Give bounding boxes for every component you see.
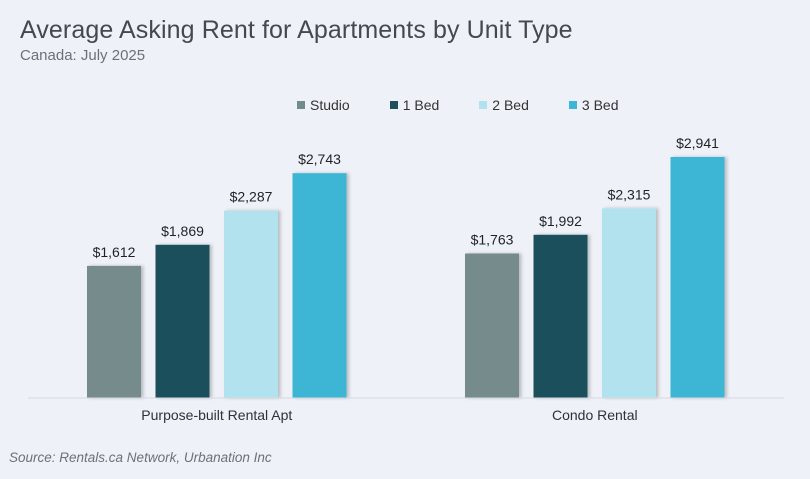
legend-label: 2 Bed xyxy=(492,97,529,113)
source-note: Source: Rentals.ca Network, Urbanation I… xyxy=(9,450,272,465)
bar-purpose-built-rental-apt-studio xyxy=(87,265,141,398)
legend-swatch xyxy=(297,101,305,109)
data-label: $2,315 xyxy=(608,186,651,202)
data-label: $1,612 xyxy=(93,244,136,260)
legend-label: 1 Bed xyxy=(402,97,440,113)
bar-condo-rental-2-bed xyxy=(602,208,656,398)
legend-item-studio: Studio xyxy=(297,97,350,113)
bar-purpose-built-rental-apt-3-bed xyxy=(292,173,347,398)
data-label: $1,763 xyxy=(471,232,514,248)
data-label: $1,992 xyxy=(539,213,582,229)
chart-subtitle: Canada: July 2025 xyxy=(20,47,146,64)
x-tick-label: Condo Rental xyxy=(552,407,638,423)
legend-label: 3 Bed xyxy=(581,97,619,113)
bar-purpose-built-rental-apt-1-bed xyxy=(155,244,210,398)
bar-purpose-built-rental-apt-2-bed xyxy=(224,210,278,398)
data-label: $2,287 xyxy=(230,189,273,205)
legend-label: Studio xyxy=(310,97,350,113)
legend-item-2-bed: 2 Bed xyxy=(479,97,529,113)
data-label: $2,743 xyxy=(298,151,341,167)
legend: Studio 1 Bed 2 Bed 3 Bed xyxy=(297,97,658,113)
bar-condo-rental-studio xyxy=(465,253,519,398)
data-label: $2,941 xyxy=(676,135,719,151)
bar-condo-rental-3-bed xyxy=(670,157,725,398)
legend-swatch xyxy=(568,101,577,109)
bar-condo-rental-1-bed xyxy=(533,234,588,398)
legend-swatch xyxy=(389,101,398,109)
legend-swatch xyxy=(479,101,488,109)
data-label: $1,869 xyxy=(161,223,204,239)
legend-item-3-bed: 3 Bed xyxy=(568,97,619,113)
x-tick-label: Purpose-built Rental Apt xyxy=(141,407,292,423)
chart-title: Average Asking Rent for Apartments by Un… xyxy=(20,16,573,44)
legend-item-1-bed: 1 Bed xyxy=(389,97,440,113)
